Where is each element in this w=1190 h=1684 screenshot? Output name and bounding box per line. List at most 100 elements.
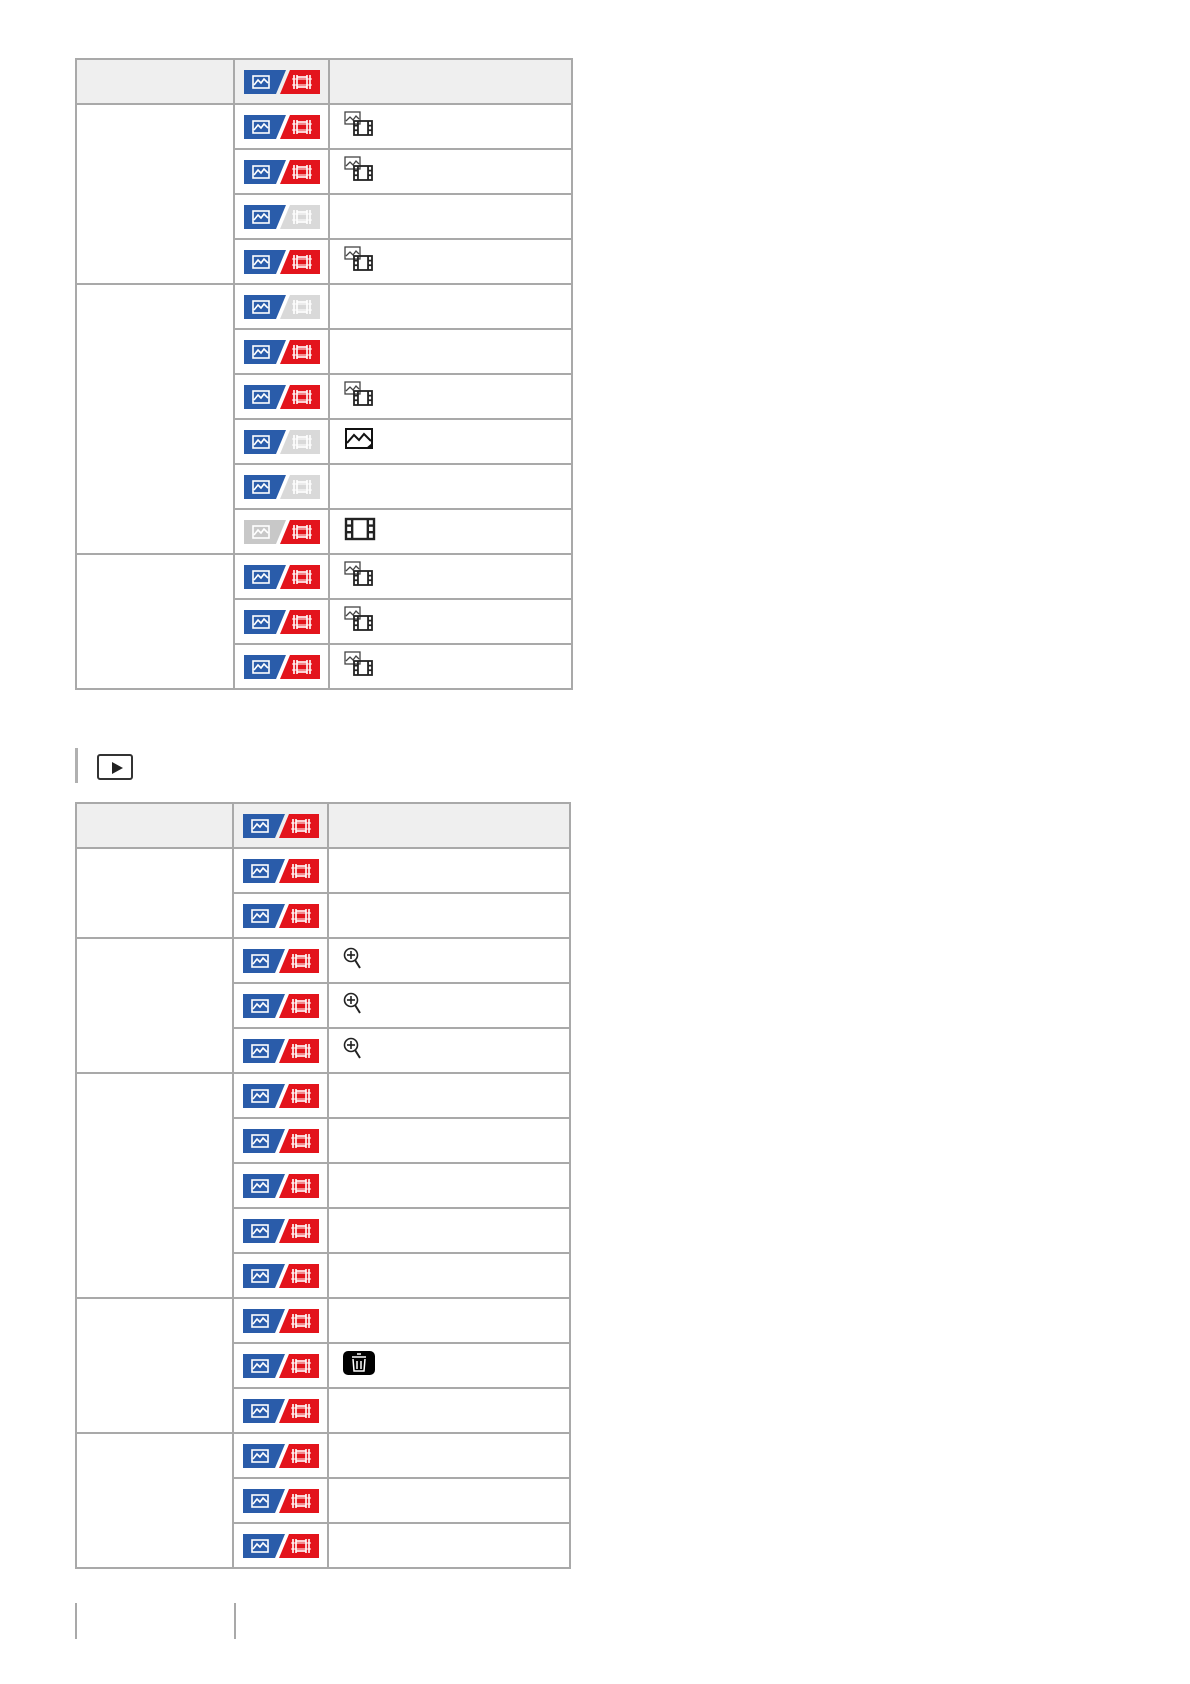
icon-cell	[327, 103, 574, 150]
icon-cell	[327, 463, 574, 510]
still-movie-badge-icon	[243, 609, 320, 634]
availability-cell	[232, 937, 329, 984]
still-movie-badge-icon	[243, 993, 320, 1018]
icon-cell	[326, 937, 571, 984]
group-cell	[75, 553, 235, 690]
availability-cell	[232, 238, 330, 285]
table-row	[76, 373, 574, 420]
zoom-in-icon	[343, 991, 363, 1020]
icon-cell	[326, 1207, 571, 1254]
availability-cell	[232, 328, 330, 375]
icon-cell	[326, 1522, 571, 1569]
icon-cell	[326, 982, 571, 1029]
availability-cell	[232, 1387, 329, 1434]
still-movie-badge-icon	[243, 1308, 320, 1333]
availability-cell	[232, 643, 330, 690]
still-movie-badge-icon	[243, 1083, 320, 1108]
group-cell	[75, 103, 235, 285]
icon-cell	[326, 1297, 571, 1344]
still-movie-icon	[343, 651, 374, 682]
header-cell	[326, 802, 571, 849]
availability-cell	[232, 1207, 329, 1254]
still-movie-badge-icon	[243, 294, 320, 319]
still-icon	[344, 427, 374, 456]
still-movie-badge-icon	[243, 429, 320, 454]
availability-cell	[232, 463, 330, 510]
icon-cell	[326, 1027, 571, 1074]
icon-cell	[326, 1162, 571, 1209]
table-row	[76, 1252, 571, 1299]
still-movie-badge-icon	[243, 204, 320, 229]
table-column-line	[75, 1603, 77, 1639]
still-movie-icon	[343, 606, 374, 637]
header-cell	[74, 802, 235, 849]
still-movie-badge-icon	[243, 1488, 320, 1513]
table-row	[76, 1117, 571, 1164]
still-movie-icon	[343, 111, 374, 142]
availability-cell	[232, 1252, 329, 1299]
still-movie-badge-icon	[243, 249, 320, 274]
table-row	[76, 1162, 571, 1209]
icon-cell	[326, 1342, 571, 1389]
playback-icon	[97, 754, 133, 780]
still-movie-badge-icon	[243, 948, 320, 973]
zoom-in-icon	[343, 946, 363, 975]
icon-cell	[327, 193, 574, 240]
still-movie-badge-icon	[243, 1038, 320, 1063]
table-row	[76, 193, 574, 240]
table-header-row	[75, 58, 574, 105]
still-movie-icon	[343, 156, 374, 187]
availability-cell	[232, 508, 330, 555]
table-row	[76, 1477, 571, 1524]
icon-cell	[327, 148, 574, 195]
still-movie-badge-icon	[243, 384, 320, 409]
availability-cell	[232, 283, 330, 330]
table-row	[76, 643, 574, 690]
table-row	[76, 1207, 571, 1254]
availability-cell	[232, 418, 330, 465]
table-row	[76, 892, 571, 939]
still-movie-badge-icon	[243, 1263, 320, 1288]
still-movie-badge-icon	[243, 564, 320, 589]
icon-cell	[326, 847, 571, 894]
availability-cell	[232, 598, 330, 645]
availability-cell	[232, 193, 330, 240]
icon-cell	[327, 418, 574, 465]
still-movie-badge-icon	[243, 114, 320, 139]
availability-cell	[232, 847, 329, 894]
table-row	[76, 1027, 571, 1074]
still-movie-badge-icon	[243, 159, 320, 184]
header-cell	[327, 58, 574, 105]
table-row	[76, 148, 574, 195]
table-header-row	[74, 802, 571, 849]
table-row	[74, 1432, 571, 1569]
still-movie-badge-icon	[243, 1128, 320, 1153]
table-column-line	[234, 1603, 236, 1639]
icon-cell	[326, 1432, 571, 1479]
still-movie-badge-icon	[243, 654, 320, 679]
availability-cell	[232, 1072, 329, 1119]
group-cell	[74, 1297, 235, 1434]
table-row	[76, 328, 574, 375]
header-cell	[75, 58, 235, 105]
table-row	[74, 937, 571, 1074]
availability-cell	[232, 103, 330, 150]
table-row	[76, 418, 574, 465]
group-cell	[74, 937, 235, 1074]
icon-cell	[326, 1252, 571, 1299]
table-row	[74, 1297, 571, 1434]
header-availability-cell	[232, 802, 329, 849]
still-movie-badge-icon	[243, 1533, 320, 1558]
still-movie-badge-icon	[243, 519, 320, 544]
icon-cell	[327, 328, 574, 375]
table-row	[76, 1387, 571, 1434]
icon-cell	[326, 892, 571, 939]
still-movie-badge-icon	[243, 474, 320, 499]
still-movie-badge-icon	[243, 1443, 320, 1468]
still-movie-badge-icon	[243, 1353, 320, 1378]
still-movie-badge-icon	[243, 339, 320, 364]
icon-cell	[327, 643, 574, 690]
table-row	[76, 463, 574, 510]
availability-cell	[232, 1027, 329, 1074]
table-row	[76, 1522, 571, 1569]
